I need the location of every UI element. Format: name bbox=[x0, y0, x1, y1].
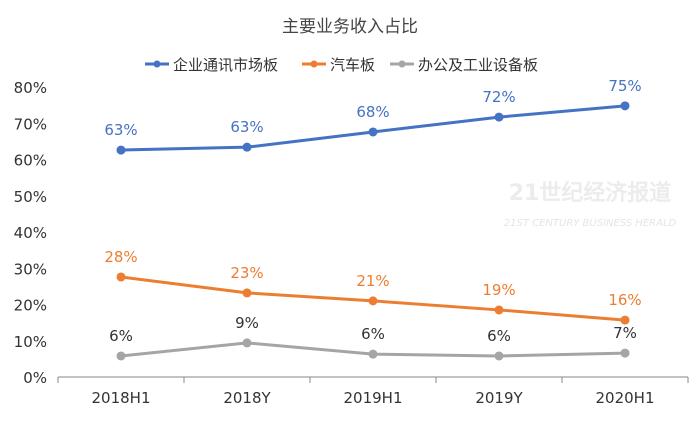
data-point bbox=[494, 112, 504, 122]
data-label: 75% bbox=[608, 77, 641, 95]
data-label: 23% bbox=[230, 264, 263, 282]
data-point bbox=[242, 338, 252, 348]
data-point bbox=[368, 349, 378, 359]
series-1: 28% 23% 21% 19% 16% bbox=[104, 248, 642, 325]
data-label: 16% bbox=[608, 291, 641, 309]
y-tick-label: 50% bbox=[14, 188, 47, 206]
chart-title: 主要业务收入占比 bbox=[282, 17, 418, 37]
y-tick-label: 30% bbox=[14, 260, 47, 278]
data-label: 72% bbox=[482, 88, 515, 106]
x-tick-label: 2018H1 bbox=[92, 389, 151, 407]
watermark-en: 21ST CENTURY BUSINESS HERALD bbox=[504, 218, 677, 229]
x-tick-label: 2020H1 bbox=[596, 389, 655, 407]
data-point bbox=[242, 288, 252, 298]
data-label: 19% bbox=[482, 281, 515, 299]
x-tick-label: 2018Y bbox=[223, 389, 271, 407]
data-label: 6% bbox=[109, 327, 133, 345]
data-point bbox=[620, 101, 630, 111]
y-tick-label: 0% bbox=[23, 369, 47, 387]
data-label: 21% bbox=[356, 272, 389, 290]
legend-label: 汽车板 bbox=[330, 56, 375, 74]
legend-label: 办公及工业设备板 bbox=[418, 56, 538, 74]
data-point bbox=[116, 351, 126, 361]
watermark-cn: 21世纪经济报道 bbox=[509, 180, 672, 206]
data-point bbox=[620, 315, 630, 325]
data-label: 63% bbox=[230, 118, 263, 136]
axes: 0% 10% 20% 30% 40% 50% 60% 70% 80% 2018H1 2018Y 201… bbox=[14, 79, 689, 407]
data-point bbox=[494, 305, 504, 315]
y-tick-label: 80% bbox=[14, 79, 47, 97]
legend-marker bbox=[310, 60, 318, 68]
data-point bbox=[242, 142, 252, 152]
data-point bbox=[620, 348, 630, 358]
y-tick-label: 60% bbox=[14, 152, 47, 170]
data-label: 6% bbox=[487, 327, 511, 345]
plot-area: 63% 63% 68% 72% 75% 28% 23% 21% 19% 16% 6% 9% 6% 6% 7% bbox=[104, 77, 642, 361]
y-tick-label: 70% bbox=[14, 115, 47, 133]
data-point bbox=[494, 351, 504, 361]
data-point bbox=[368, 296, 378, 306]
y-tick-label: 40% bbox=[14, 224, 47, 242]
data-label: 7% bbox=[613, 324, 637, 342]
data-label: 63% bbox=[104, 121, 137, 139]
legend: 企业通讯市场板 汽车板 办公及工业设备板 bbox=[145, 56, 538, 74]
watermark: 21世纪经济报道 21ST CENTURY BUSINESS HERALD bbox=[504, 180, 677, 229]
x-tick-label: 2019Y bbox=[475, 389, 523, 407]
series-0: 63% 63% 68% 72% 75% bbox=[104, 77, 642, 155]
data-label: 68% bbox=[356, 103, 389, 121]
legend-marker bbox=[153, 60, 161, 68]
data-label: 28% bbox=[104, 248, 137, 266]
data-label: 9% bbox=[235, 314, 259, 332]
data-point bbox=[368, 127, 378, 137]
data-point bbox=[116, 145, 126, 155]
legend-label: 企业通讯市场板 bbox=[173, 56, 278, 74]
data-point bbox=[116, 272, 126, 282]
legend-marker bbox=[398, 60, 406, 68]
series-2: 6% 9% 6% 6% 7% bbox=[109, 314, 637, 361]
x-tick-label: 2019H1 bbox=[344, 389, 403, 407]
data-label: 6% bbox=[361, 325, 385, 343]
y-tick-label: 20% bbox=[14, 297, 47, 315]
y-tick-label: 10% bbox=[14, 333, 47, 351]
